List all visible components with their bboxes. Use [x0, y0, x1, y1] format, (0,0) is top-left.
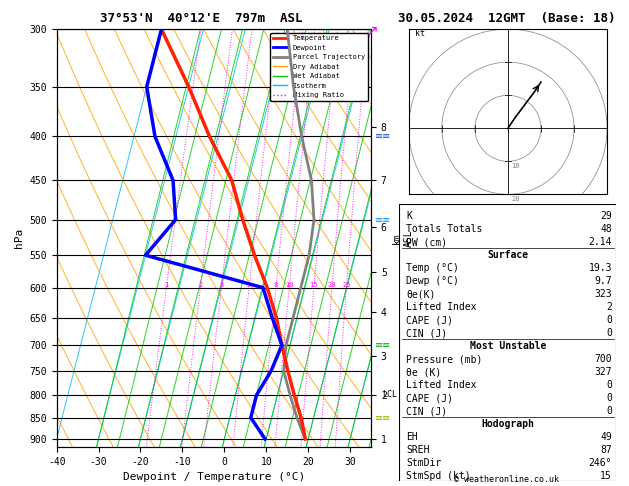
Text: ↗: ↗ — [366, 24, 379, 39]
Text: Pressure (mb): Pressure (mb) — [406, 354, 482, 364]
Text: 0: 0 — [606, 393, 612, 403]
Text: 1: 1 — [164, 282, 169, 288]
Text: Temp (°C): Temp (°C) — [406, 263, 459, 273]
Text: StmSpd (kt): StmSpd (kt) — [406, 471, 470, 482]
Text: 10: 10 — [511, 163, 520, 169]
Text: 15: 15 — [600, 471, 612, 482]
Text: 2.14: 2.14 — [589, 237, 612, 247]
Text: 49: 49 — [600, 433, 612, 442]
Text: PW (cm): PW (cm) — [406, 237, 447, 247]
Text: Lifted Index: Lifted Index — [406, 302, 476, 312]
Text: Surface: Surface — [487, 250, 528, 260]
Text: 5: 5 — [247, 282, 251, 288]
Text: 87: 87 — [600, 445, 612, 455]
Text: 0: 0 — [606, 315, 612, 325]
Text: LCL: LCL — [382, 390, 398, 399]
Text: 323: 323 — [594, 289, 612, 299]
Text: CIN (J): CIN (J) — [406, 328, 447, 338]
Text: 15: 15 — [309, 282, 318, 288]
Text: 700: 700 — [594, 354, 612, 364]
Y-axis label: hPa: hPa — [14, 228, 24, 248]
Text: kt: kt — [415, 29, 425, 38]
Text: Totals Totals: Totals Totals — [406, 224, 482, 234]
Text: 0: 0 — [606, 328, 612, 338]
Text: 0: 0 — [606, 381, 612, 390]
Text: 20: 20 — [328, 282, 337, 288]
Y-axis label: km
ASL: km ASL — [392, 229, 414, 247]
Text: 0: 0 — [606, 406, 612, 417]
Text: 327: 327 — [594, 367, 612, 377]
Text: StmDir: StmDir — [406, 458, 441, 469]
Text: CIN (J): CIN (J) — [406, 406, 447, 417]
Text: 19.3: 19.3 — [589, 263, 612, 273]
Text: 30.05.2024  12GMT  (Base: 18): 30.05.2024 12GMT (Base: 18) — [398, 12, 615, 25]
Text: 9.7: 9.7 — [594, 276, 612, 286]
Legend: Temperature, Dewpoint, Parcel Trajectory, Dry Adiabat, Wet Adiabat, Isotherm, Mi: Temperature, Dewpoint, Parcel Trajectory… — [270, 33, 367, 101]
Text: ≡≡: ≡≡ — [376, 131, 391, 141]
Text: Hodograph: Hodograph — [481, 419, 535, 429]
Text: CAPE (J): CAPE (J) — [406, 315, 453, 325]
Text: 37°53'N  40°12'E  797m  ASL: 37°53'N 40°12'E 797m ASL — [100, 12, 303, 25]
Text: 3: 3 — [219, 282, 223, 288]
Text: 246°: 246° — [589, 458, 612, 469]
Text: SREH: SREH — [406, 445, 430, 455]
Text: Lifted Index: Lifted Index — [406, 381, 476, 390]
Text: ≡≡: ≡≡ — [376, 413, 391, 423]
Text: 2: 2 — [198, 282, 203, 288]
Text: 25: 25 — [342, 282, 350, 288]
Text: © weatheronline.co.uk: © weatheronline.co.uk — [454, 474, 559, 484]
Text: Most Unstable: Most Unstable — [470, 341, 546, 351]
Text: CAPE (J): CAPE (J) — [406, 393, 453, 403]
Text: 8: 8 — [274, 282, 278, 288]
X-axis label: Dewpoint / Temperature (°C): Dewpoint / Temperature (°C) — [123, 472, 305, 483]
Text: 20: 20 — [511, 196, 520, 202]
Text: ≡≡: ≡≡ — [376, 340, 391, 350]
Text: θe(K): θe(K) — [406, 289, 435, 299]
Text: 2: 2 — [606, 302, 612, 312]
Text: K: K — [406, 211, 412, 221]
Text: θe (K): θe (K) — [406, 367, 441, 377]
Text: Dewp (°C): Dewp (°C) — [406, 276, 459, 286]
Text: ≡≡: ≡≡ — [376, 215, 391, 225]
Text: 10: 10 — [285, 282, 293, 288]
Text: 48: 48 — [600, 224, 612, 234]
Text: 29: 29 — [600, 211, 612, 221]
Text: EH: EH — [406, 433, 418, 442]
